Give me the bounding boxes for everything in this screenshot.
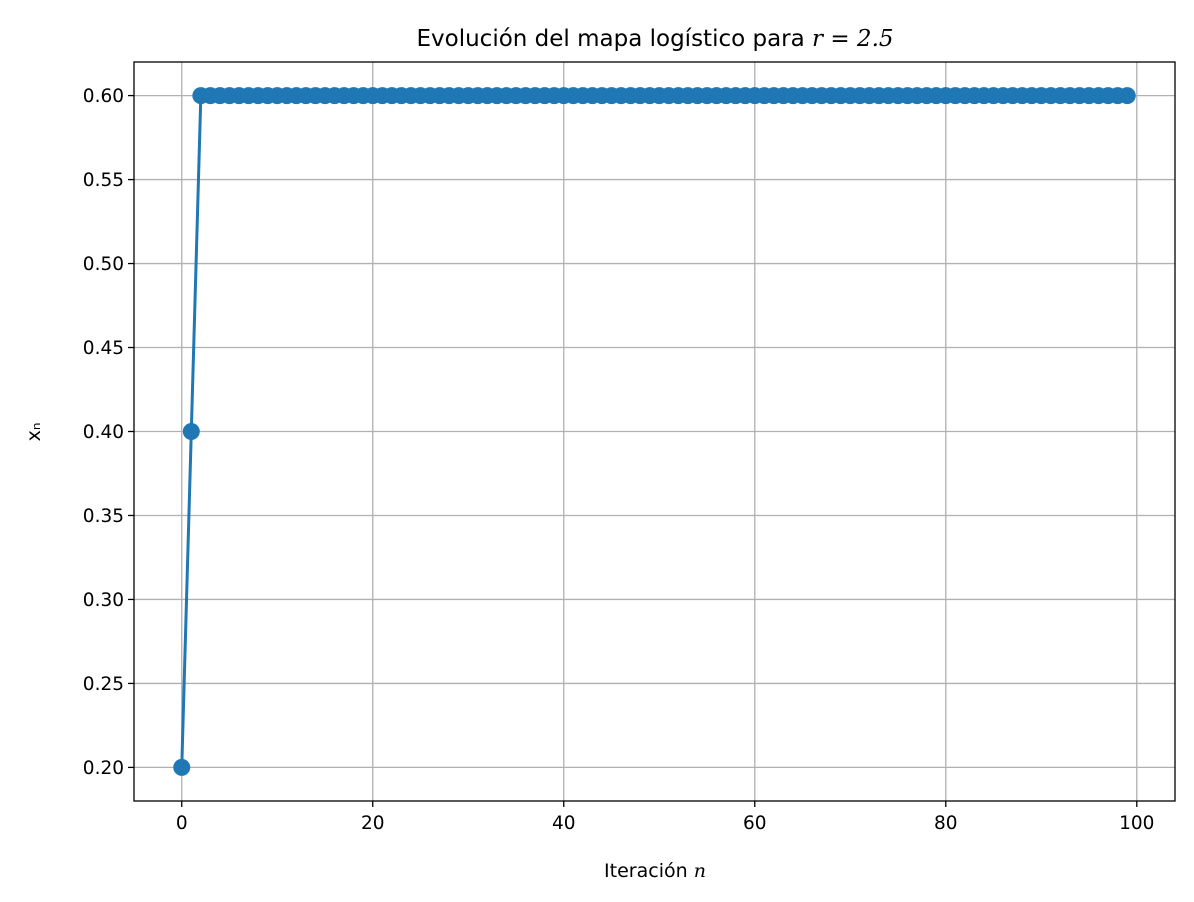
chart-title-text: Evolución del mapa logístico para — [416, 26, 812, 52]
data-point — [173, 758, 191, 776]
x-axis-label: Iteración n — [604, 860, 706, 882]
y-tick-label: 0.30 — [83, 590, 124, 611]
x-tick-label: 40 — [552, 813, 576, 834]
x-tick-label: 20 — [361, 813, 385, 834]
data-point — [1118, 87, 1136, 105]
chart-title-math: r = 2.5 — [812, 26, 893, 52]
x-axis-label-text: Iteración — [604, 860, 694, 882]
y-tick-label: 0.60 — [83, 86, 124, 107]
y-tick-label: 0.20 — [83, 758, 124, 779]
y-tick-label: 0.45 — [83, 338, 124, 359]
y-tick-label: 0.35 — [83, 506, 124, 527]
y-axis-ticks: 0.20 0.25 0.30 0.35 0.40 0.45 0.50 0.55 0.60 — [83, 86, 134, 779]
y-axis-label: xₙ — [23, 423, 45, 442]
series-layer — [173, 87, 1136, 776]
data-point — [182, 423, 200, 440]
x-axis-label-math: n — [694, 860, 706, 882]
x-axis-ticks: 0 20 40 60 80 100 — [176, 801, 1154, 834]
chart-title: Evolución del mapa logístico para r = 2.… — [416, 26, 893, 52]
x-tick-label: 80 — [934, 813, 958, 834]
x-tick-label: 60 — [743, 813, 767, 834]
y-tick-label: 0.40 — [83, 422, 124, 443]
y-tick-label: 0.25 — [83, 674, 124, 695]
y-tick-label: 0.50 — [83, 254, 124, 275]
x-tick-label: 100 — [1119, 813, 1154, 834]
x-tick-label: 0 — [176, 813, 188, 834]
y-tick-label: 0.55 — [83, 170, 124, 191]
